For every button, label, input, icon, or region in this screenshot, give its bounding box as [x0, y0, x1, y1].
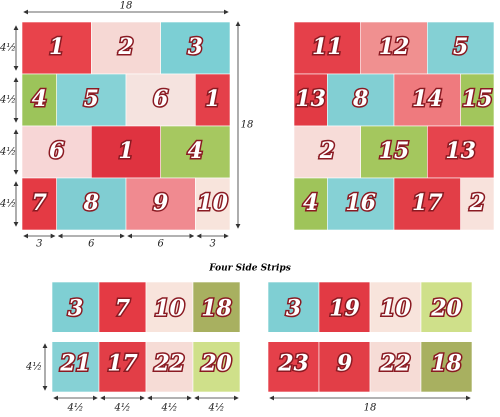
patch [91, 125, 161, 179]
patch-number: 1 [49, 34, 64, 60]
patch-number: 10 [154, 296, 185, 322]
patch [460, 177, 495, 231]
patch-number: 2 [469, 190, 485, 216]
patch-width: 4½ [66, 403, 83, 414]
patch [327, 177, 395, 231]
strip-width: 18 [364, 403, 377, 414]
strip-gap [50, 332, 474, 342]
patch [369, 281, 422, 338]
patch [420, 281, 473, 338]
row-height: 4½ [0, 95, 16, 106]
patch [427, 21, 495, 75]
patch-number: 1 [118, 138, 133, 164]
patch-number: 3 [188, 34, 203, 60]
patch-number: 10 [197, 190, 228, 216]
patch [393, 177, 461, 231]
patch [420, 336, 473, 393]
patch-number: 2 [117, 34, 133, 60]
patch-number: 12 [379, 34, 410, 60]
patch-width: 4½ [113, 403, 130, 414]
patch-number: 8 [83, 190, 99, 216]
patch-number: 13 [445, 138, 476, 164]
patch-number: 19 [329, 296, 360, 322]
patch-number: 7 [32, 190, 48, 216]
patch [427, 125, 495, 179]
patch-number: 18 [201, 296, 232, 322]
patch [360, 125, 428, 179]
patch-number: 6 [153, 86, 168, 112]
patch-number: 9 [153, 190, 168, 216]
patch-width: 4½ [160, 403, 177, 414]
patch [56, 73, 127, 127]
patch-number: 22 [153, 351, 185, 377]
column-width: 6 [88, 239, 95, 250]
patch [21, 177, 57, 231]
patch-number: 1 [205, 86, 220, 112]
patch-number: 18 [431, 351, 462, 377]
patch-number: 3 [286, 296, 301, 322]
patch-number: 5 [84, 86, 99, 112]
patch-number: 15 [462, 86, 493, 112]
patch [195, 73, 231, 127]
patch-number: 7 [115, 296, 131, 322]
column-width: 3 [209, 239, 215, 250]
patch-number: 17 [412, 190, 443, 216]
patch-number: 23 [277, 351, 309, 377]
patch-number: 4 [188, 138, 203, 164]
patch-number: 16 [345, 190, 376, 216]
patch-number: 10 [380, 296, 411, 322]
row-height: 4½ [0, 199, 16, 210]
patch [51, 281, 100, 338]
patch-number: 4 [32, 86, 47, 112]
strips-title: Four Side Strips [208, 264, 291, 274]
patch-number: 6 [49, 138, 64, 164]
patch [293, 125, 361, 179]
side-height: 18 [241, 120, 254, 131]
patch [21, 73, 57, 127]
patch [360, 21, 428, 75]
patch [145, 281, 194, 338]
patch-number: 20 [200, 351, 232, 377]
patch [267, 336, 320, 393]
patch-number: 3 [68, 296, 83, 322]
patch-number: 4 [303, 190, 318, 216]
top-width: 18 [120, 1, 133, 12]
column-width: 6 [157, 239, 164, 250]
patch-number: 20 [430, 296, 462, 322]
patch-number: 15 [379, 138, 410, 164]
patch-number: 9 [337, 351, 352, 377]
patch-number: 14 [412, 86, 443, 112]
patch [160, 21, 231, 75]
patch [145, 336, 194, 393]
patch [125, 177, 196, 231]
patch [21, 21, 92, 75]
patch [98, 336, 147, 393]
patch-number: 5 [453, 34, 468, 60]
patch [125, 73, 196, 127]
patch-number: 21 [59, 351, 91, 377]
patch [318, 336, 371, 393]
patch [293, 73, 328, 127]
patch [192, 281, 241, 338]
column-width: 3 [36, 239, 42, 250]
patch-width: 4½ [207, 403, 224, 414]
patch [327, 73, 395, 127]
patch [293, 177, 328, 231]
patch-number: 2 [319, 138, 335, 164]
patch-number: 8 [352, 86, 368, 112]
patch-number: 17 [107, 351, 138, 377]
patch-number: 11 [312, 34, 343, 60]
patch [192, 336, 241, 393]
row-height: 4½ [0, 43, 16, 54]
patch [160, 125, 231, 179]
patch-number: 22 [379, 351, 411, 377]
patch [267, 281, 320, 338]
patch-number: 13 [295, 86, 326, 112]
patch [195, 177, 231, 231]
patch [56, 177, 127, 231]
strip-height: 4½ [25, 362, 42, 373]
row-height: 4½ [0, 147, 16, 158]
patch [393, 73, 461, 127]
